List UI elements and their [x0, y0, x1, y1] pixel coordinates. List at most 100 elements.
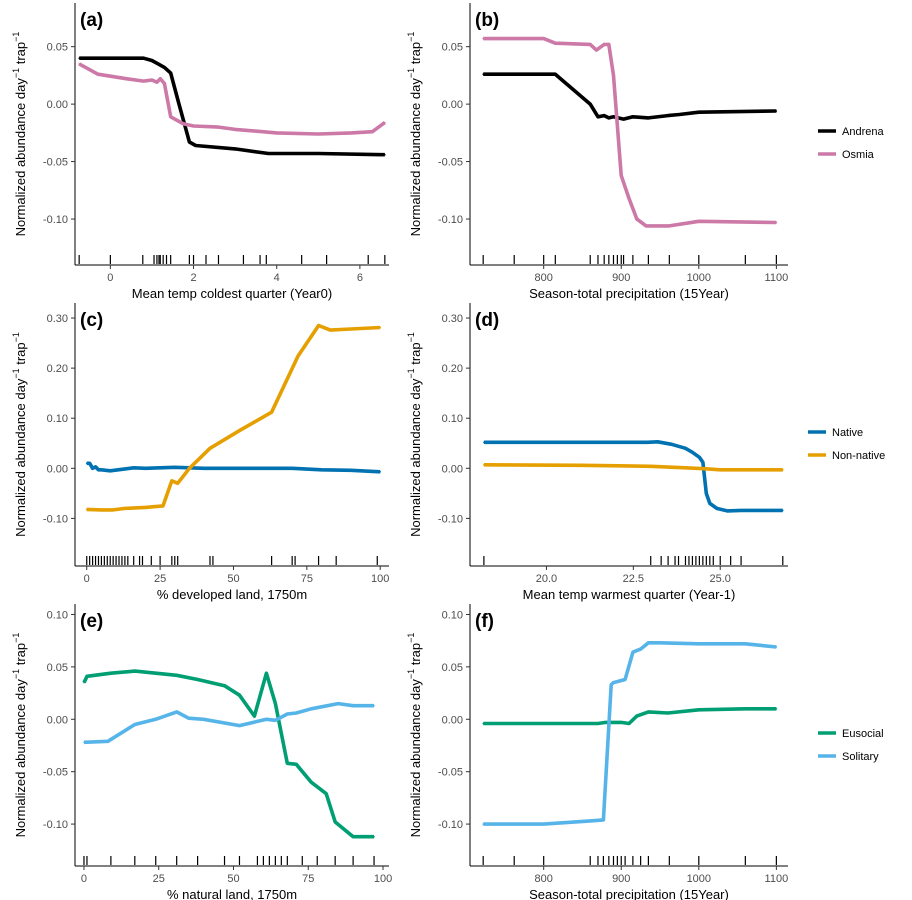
- x-tick-label: 0: [81, 873, 87, 885]
- data-point: [329, 329, 332, 331]
- series-line-solitary: [83, 701, 374, 745]
- data-point: [612, 681, 615, 684]
- data-point: [124, 507, 126, 510]
- data-point: [157, 63, 159, 65]
- x-tick-label: 2: [190, 272, 196, 284]
- data-point: [782, 509, 784, 512]
- y-tick-label: 0.05: [47, 662, 68, 674]
- data-point: [371, 130, 374, 133]
- x-tick-label: 50: [227, 873, 239, 885]
- y-axis-title: Normalized abundance day−1 trap−1: [406, 633, 423, 838]
- data-point: [134, 670, 136, 672]
- y-tick-label: 0.00: [47, 99, 68, 111]
- data-point: [645, 225, 647, 227]
- x-tick-label: 75: [301, 573, 313, 585]
- x-axis-title: Mean temp coldest quarter (Year0): [132, 286, 332, 301]
- data-point: [100, 469, 103, 471]
- data-point: [542, 37, 545, 40]
- data-point: [234, 148, 236, 150]
- y-tick-label: -0.05: [43, 157, 68, 169]
- data-point: [217, 126, 220, 128]
- data-point: [182, 475, 185, 477]
- data-point: [196, 678, 199, 681]
- data-point: [636, 715, 638, 717]
- y-tick-label: 0.00: [442, 463, 463, 475]
- data-point: [274, 702, 277, 705]
- y-axis-title-sup: −1: [11, 68, 21, 78]
- data-point: [94, 466, 97, 468]
- data-point: [142, 57, 145, 59]
- legend-label-native: Native: [832, 427, 863, 439]
- data-point: [78, 57, 80, 59]
- x-tick-label: 900: [612, 272, 630, 284]
- data-point: [589, 820, 591, 822]
- data-point: [775, 221, 778, 224]
- x-tick-label: 0: [107, 272, 113, 284]
- data-point: [775, 110, 778, 112]
- data-point: [373, 835, 375, 838]
- data-point: [649, 465, 652, 468]
- data-point: [482, 722, 485, 725]
- data-point: [109, 57, 112, 59]
- y-tick-label: -0.10: [43, 819, 68, 831]
- data-point: [384, 121, 386, 124]
- series-points-native: [483, 441, 784, 512]
- data-point: [628, 197, 630, 200]
- data-point: [297, 355, 299, 357]
- data-point: [603, 43, 605, 46]
- data-point: [384, 153, 386, 156]
- data-point: [192, 125, 195, 127]
- data-point: [542, 823, 545, 825]
- data-point: [144, 467, 147, 470]
- data-point: [159, 78, 162, 80]
- y-axis-title: Normalized abundance day−1 trap−1: [406, 32, 423, 237]
- data-point: [482, 823, 485, 825]
- data-point: [295, 763, 298, 766]
- y-axis-title-sup: −1: [406, 669, 416, 679]
- data-point: [373, 704, 375, 707]
- x-tick-label: 1100: [765, 873, 789, 885]
- data-point: [112, 509, 114, 511]
- data-point: [702, 461, 704, 464]
- data-point: [595, 49, 598, 51]
- data-point: [612, 74, 615, 77]
- y-axis-title: Normalized abundance day−1 trap−1: [11, 633, 28, 838]
- data-point: [659, 642, 661, 644]
- x-tick-label: 25: [153, 873, 165, 885]
- data-point: [234, 128, 236, 131]
- x-tick-label: 100: [371, 573, 389, 585]
- data-point: [151, 59, 153, 62]
- x-axis-title: % natural land, 1750m: [167, 887, 297, 900]
- data-point: [580, 464, 582, 467]
- data-point: [151, 79, 153, 81]
- panel-tag: (d): [475, 310, 499, 331]
- data-point: [352, 704, 354, 707]
- data-point: [85, 508, 88, 511]
- data-point: [78, 63, 80, 65]
- data-point: [744, 708, 747, 710]
- data-point: [337, 702, 340, 705]
- data-point: [126, 78, 128, 80]
- data-point: [744, 643, 747, 645]
- data-point: [603, 114, 605, 117]
- y-axis-title: Normalized abundance day−1 trap−1: [11, 332, 28, 537]
- panel-tag: (a): [80, 10, 103, 31]
- data-point: [320, 469, 323, 471]
- y-tick-label: 0.10: [47, 609, 68, 621]
- data-point: [624, 678, 626, 681]
- data-point: [178, 103, 180, 105]
- data-point: [142, 80, 145, 82]
- y-tick-label: 0.10: [442, 609, 463, 621]
- y-tick-label: -0.05: [43, 767, 68, 779]
- data-point: [705, 492, 708, 495]
- y-axis-title-sup: −1: [406, 32, 416, 42]
- data-point: [238, 724, 241, 727]
- x-tick-label: 0: [84, 573, 90, 585]
- data-point: [171, 480, 173, 482]
- data-point: [187, 717, 190, 719]
- data-point: [194, 144, 197, 147]
- data-point: [203, 467, 205, 470]
- y-axis-title-sup: −1: [406, 68, 416, 78]
- data-point: [612, 116, 615, 118]
- series-line-non-native: [483, 463, 783, 472]
